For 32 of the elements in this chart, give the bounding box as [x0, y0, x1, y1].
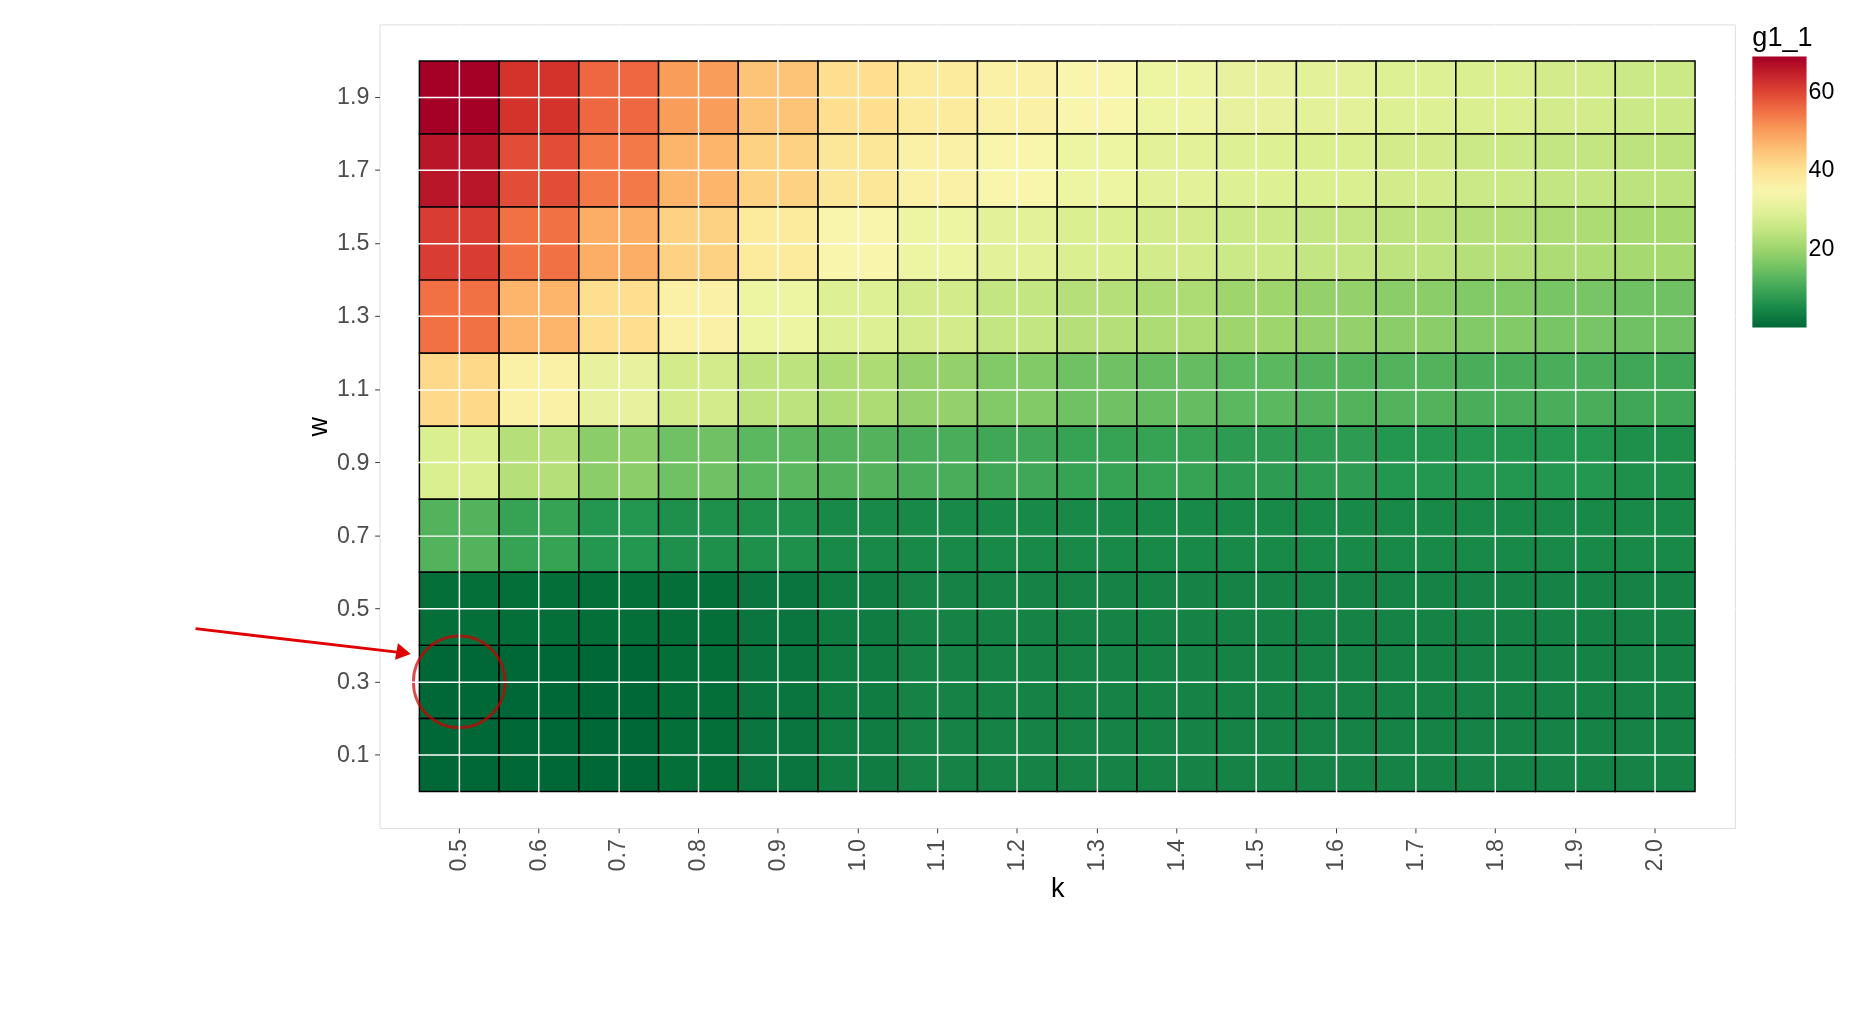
x-tick-label: 1.3 — [1082, 839, 1109, 872]
x-tick-label: 0.6 — [524, 839, 551, 872]
y-tick-label: 1.1 — [337, 375, 370, 402]
y-tick-label: 0.1 — [337, 740, 370, 767]
x-tick-label: 1.6 — [1322, 839, 1349, 872]
y-tick-label: 0.3 — [337, 667, 370, 694]
x-tick-label: 2.0 — [1640, 839, 1667, 872]
x-tick-label: 1.9 — [1561, 839, 1588, 872]
x-tick-label: 1.0 — [843, 839, 870, 872]
x-tick-label: 1.1 — [923, 839, 950, 872]
y-tick-label: 0.5 — [337, 594, 370, 621]
y-axis-title: w — [302, 416, 334, 438]
x-tick-label: 1.7 — [1401, 839, 1428, 872]
x-tick-label: 0.5 — [445, 839, 472, 872]
color-bar-label: 40 — [1808, 156, 1835, 183]
y-tick-label: 0.7 — [337, 521, 370, 548]
y-tick-label: 0.9 — [337, 448, 370, 475]
y-tick-label: 1.9 — [337, 83, 370, 110]
color-bar-title: g1_1 — [1752, 20, 1813, 52]
x-tick-label: 0.7 — [604, 839, 631, 872]
x-tick-label: 0.9 — [763, 839, 790, 872]
y-tick-label: 1.7 — [337, 156, 370, 183]
y-tick-label: 1.5 — [337, 229, 370, 256]
x-tick-label: 1.8 — [1481, 839, 1508, 872]
color-bar-label: 60 — [1808, 77, 1835, 104]
x-axis-title: k — [1050, 871, 1065, 903]
y-tick-label: 1.3 — [337, 302, 370, 329]
color-bar-label: 20 — [1808, 234, 1835, 261]
x-tick-label: 0.8 — [684, 839, 711, 872]
x-tick-label: 1.4 — [1162, 839, 1189, 872]
x-tick-label: 1.5 — [1242, 839, 1269, 872]
x-tick-label: 1.2 — [1003, 839, 1030, 872]
